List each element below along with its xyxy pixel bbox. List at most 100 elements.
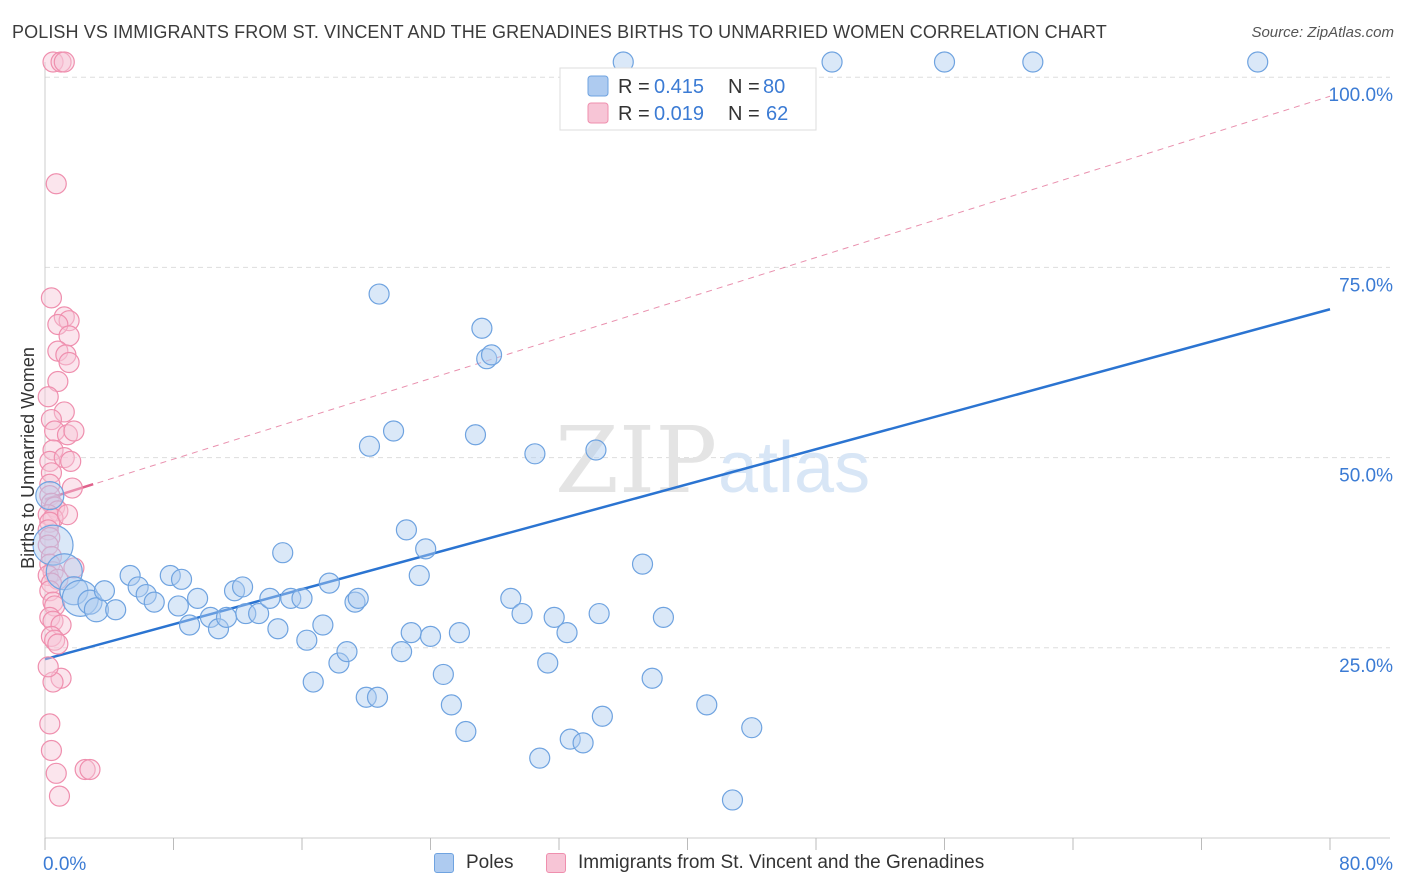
legend-top-n-value: 80 xyxy=(763,76,785,98)
point-poles xyxy=(35,481,65,511)
point-immigrants xyxy=(47,633,69,655)
point-immigrants xyxy=(39,526,61,549)
legend-label-immigrants: Immigrants from St. Vincent and the Gren… xyxy=(578,852,985,873)
legend-swatch-poles xyxy=(434,853,454,873)
point-poles xyxy=(259,587,281,609)
point-poles xyxy=(933,51,956,73)
point-poles xyxy=(127,576,149,598)
point-poles xyxy=(267,618,289,640)
point-immigrants xyxy=(60,450,82,473)
watermark-zip: ZIP xyxy=(555,407,717,514)
point-immigrants xyxy=(56,504,79,526)
point-poles xyxy=(347,587,369,609)
point-poles xyxy=(408,564,430,587)
point-poles xyxy=(641,667,663,689)
source-label: Source: ZipAtlas.com xyxy=(1251,24,1394,41)
point-poles xyxy=(1247,51,1269,73)
point-poles xyxy=(344,591,366,613)
point-poles xyxy=(591,705,613,727)
chart-title: POLISH VS IMMIGRANTS FROM ST. VINCENT AN… xyxy=(12,22,1107,42)
point-poles xyxy=(32,524,74,566)
point-poles xyxy=(448,621,471,644)
point-poles xyxy=(696,694,718,716)
point-poles xyxy=(135,583,157,606)
point-poles xyxy=(105,599,127,621)
point-poles xyxy=(464,424,487,446)
x-tick-labels: 0.0% 80.0% xyxy=(43,854,1393,875)
point-poles xyxy=(455,720,477,743)
point-immigrants xyxy=(53,447,75,469)
y-tick-label: 25.0% xyxy=(1339,656,1393,677)
legend-top-swatch-immigrants xyxy=(587,102,609,124)
legend-top-n-label: N = xyxy=(728,103,760,125)
point-poles xyxy=(336,641,358,663)
point-immigrants xyxy=(42,51,64,73)
point-poles xyxy=(272,542,294,564)
point-poles xyxy=(556,621,578,644)
legend-item-immigrants[interactable]: Immigrants from St. Vincent and the Gren… xyxy=(546,852,984,874)
point-poles xyxy=(302,671,324,693)
watermark: ZIP atlas xyxy=(555,407,870,514)
point-immigrants xyxy=(58,351,80,374)
point-poles xyxy=(231,576,254,598)
point-poles xyxy=(432,663,454,686)
point-immigrants xyxy=(56,424,79,446)
point-poles xyxy=(652,606,675,628)
point-immigrants xyxy=(53,401,75,423)
point-poles xyxy=(559,728,581,750)
point-immigrants xyxy=(44,420,66,442)
point-immigrants xyxy=(45,173,67,195)
point-immigrants xyxy=(53,51,75,73)
point-poles xyxy=(296,629,318,651)
point-poles xyxy=(440,694,462,716)
axes xyxy=(44,62,1390,850)
x-tick-label: 80.0% xyxy=(1339,854,1393,875)
point-poles xyxy=(318,572,340,594)
point-poles xyxy=(83,597,110,623)
legend-swatch-immigrants xyxy=(546,853,566,873)
point-poles xyxy=(415,538,437,560)
point-poles xyxy=(588,602,610,625)
point-poles xyxy=(395,519,418,541)
point-poles xyxy=(167,595,189,617)
legend-item-poles[interactable]: Poles xyxy=(434,852,514,874)
point-poles xyxy=(366,686,389,708)
point-poles xyxy=(741,717,763,739)
legend-bottom: Poles Immigrants from St. Vincent and th… xyxy=(0,850,1406,880)
point-poles xyxy=(207,618,230,640)
point-poles xyxy=(312,614,334,636)
point-poles xyxy=(186,587,209,609)
point-poles xyxy=(248,602,270,625)
x-tick-label: 0.0% xyxy=(43,854,86,875)
point-immigrants xyxy=(40,739,63,762)
trend-lines xyxy=(44,95,1331,661)
point-poles xyxy=(199,606,222,628)
point-poles xyxy=(500,587,522,609)
point-poles xyxy=(235,602,257,625)
point-poles xyxy=(119,564,141,587)
trend-line-poles xyxy=(44,308,1331,661)
point-poles xyxy=(280,587,302,609)
point-immigrants xyxy=(37,386,59,408)
y-tick-label: 100.0% xyxy=(1329,85,1394,106)
point-poles xyxy=(543,606,565,628)
point-poles xyxy=(529,747,551,769)
point-immigrants xyxy=(63,557,85,579)
point-poles xyxy=(821,51,843,73)
legend-top-n-label: N = xyxy=(728,76,760,98)
point-poles xyxy=(419,625,442,647)
point-poles xyxy=(358,435,381,457)
legend-top: R = 0.415 N = 80 R = 0.019 N = 62 xyxy=(559,67,817,131)
point-immigrants xyxy=(39,473,61,495)
point-immigrants xyxy=(79,758,101,781)
point-poles xyxy=(585,439,607,461)
point-poles xyxy=(93,580,116,602)
point-immigrants xyxy=(61,477,83,499)
grid-lines xyxy=(45,76,1390,649)
legend-top-r-value: 0.019 xyxy=(654,103,704,125)
y-axis-label: Births to Unmarried Women xyxy=(18,347,38,569)
point-immigrants xyxy=(39,606,61,628)
point-immigrants xyxy=(47,370,69,393)
legend-top-n-value: 62 xyxy=(766,103,788,125)
